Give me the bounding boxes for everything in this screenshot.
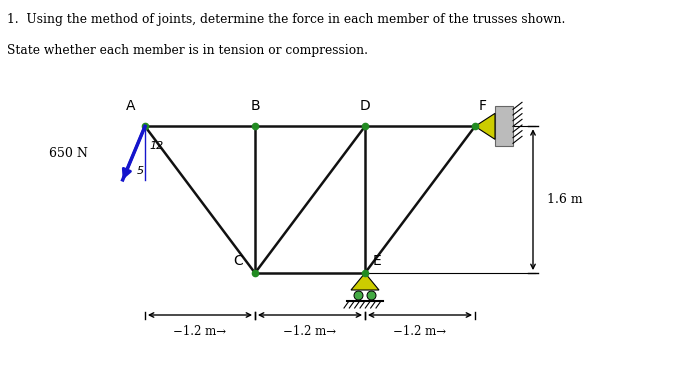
Text: 650 N: 650 N: [49, 146, 88, 160]
Text: 5: 5: [136, 166, 144, 176]
Bar: [495, 106, 513, 146]
Text: State whether each member is in tension or compression.: State whether each member is in tension …: [7, 44, 368, 57]
Circle shape: [354, 291, 363, 300]
Text: 1.6 m: 1.6 m: [547, 193, 582, 206]
Text: F: F: [479, 99, 487, 113]
Circle shape: [367, 291, 376, 300]
Text: C: C: [233, 254, 243, 268]
Text: 12: 12: [149, 141, 163, 151]
Text: −1.2 m→: −1.2 m→: [284, 325, 337, 338]
Text: B: B: [250, 99, 260, 113]
Text: 1.  Using the method of joints, determine the force in each member of the trusse: 1. Using the method of joints, determine…: [7, 13, 566, 26]
Text: −1.2 m→: −1.2 m→: [174, 325, 227, 338]
Text: −1.2 m→: −1.2 m→: [393, 325, 447, 338]
Polygon shape: [475, 113, 495, 139]
Text: E: E: [372, 254, 382, 268]
Text: A: A: [126, 99, 136, 113]
Text: D: D: [360, 99, 370, 113]
Polygon shape: [351, 273, 379, 290]
